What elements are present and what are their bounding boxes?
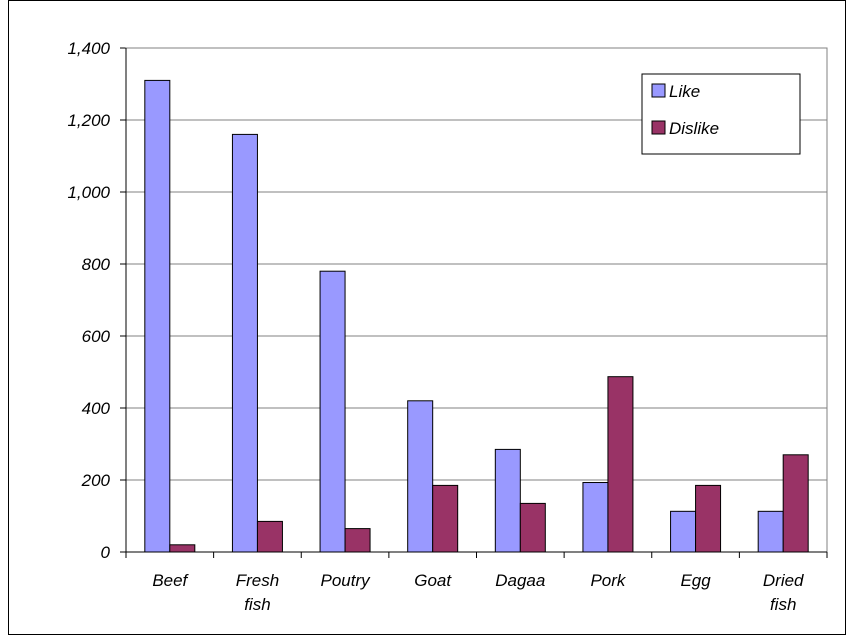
- bars: [144, 79, 809, 553]
- category-labels: Beef Fresh fish Poutry Goat Dagaa Pork Egg Dried…: [152, 571, 804, 614]
- chart-frame: 0 200 400 600 800 1,000 1,200 1,400 Beef Fresh fi…: [8, 0, 846, 635]
- y-tick-label: 400: [82, 399, 111, 418]
- bar-like-dried-fish: [757, 510, 784, 553]
- legend-box: [641, 73, 801, 155]
- legend: Like Dislike: [641, 73, 801, 155]
- bar-dislike-poutry: [344, 528, 371, 553]
- y-tick-label: 600: [82, 327, 111, 346]
- bar-dislike-dagaa: [519, 502, 546, 553]
- bar-like-beef: [144, 79, 171, 553]
- y-tick-labels: 0 200 400 600 800 1,000 1,200 1,400: [67, 39, 110, 562]
- legend-swatch-like: [651, 83, 666, 98]
- category-label: Beef: [152, 571, 189, 590]
- y-tick-label: 1,200: [67, 111, 110, 130]
- y-tick-label: 0: [101, 543, 111, 562]
- bar-like-goat: [407, 400, 434, 553]
- category-label: Egg: [680, 571, 711, 590]
- bar-chart: 0 200 400 600 800 1,000 1,200 1,400 Beef Fresh fi…: [67, 39, 828, 614]
- legend-label-like: Like: [669, 82, 700, 101]
- category-label: Fresh fish: [236, 571, 279, 614]
- bar-like-dagaa: [494, 448, 521, 553]
- bar-dislike-fresh-fish: [256, 520, 283, 553]
- bar-dislike-dried-fish: [782, 454, 809, 553]
- legend-swatch-dislike: [651, 120, 666, 135]
- legend-label-dislike: Dislike: [669, 119, 719, 138]
- bar-like-egg: [670, 510, 697, 553]
- bar-dislike-egg: [695, 484, 722, 553]
- category-label: Dagaa: [495, 571, 545, 590]
- category-label: Dried fish: [763, 571, 804, 614]
- y-tick-label: 1,400: [67, 39, 110, 58]
- bar-dislike-beef: [169, 544, 196, 553]
- y-tick-label: 200: [81, 471, 111, 490]
- bar-like-fresh-fish: [231, 133, 258, 553]
- y-tick-label: 1,000: [67, 183, 110, 202]
- bar-dislike-goat: [432, 484, 459, 553]
- bar-like-poutry: [319, 270, 346, 553]
- y-tick-label: 800: [82, 255, 111, 274]
- category-label: Goat: [414, 571, 452, 590]
- bar-dislike-pork: [607, 376, 634, 553]
- axes: [120, 47, 828, 558]
- bar-like-pork: [582, 482, 609, 553]
- category-label: Poutry: [320, 571, 371, 590]
- category-label: Pork: [590, 571, 626, 590]
